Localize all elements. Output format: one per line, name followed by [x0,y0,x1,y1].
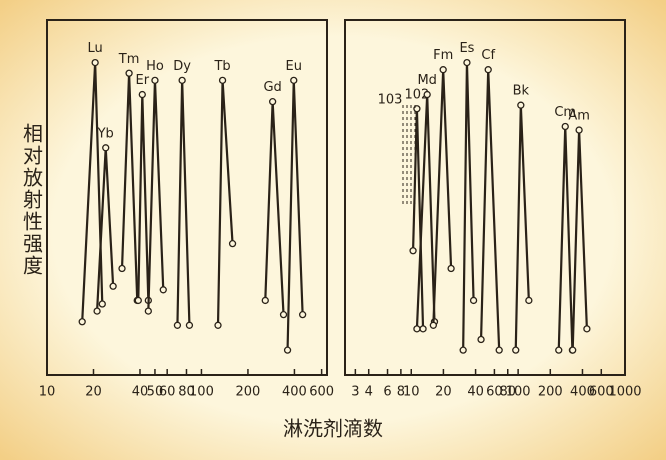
data-point [261,296,269,305]
series-label: Eu [286,59,302,74]
series-label: Ho [146,59,164,74]
data-point [525,296,533,305]
data-point [102,144,110,152]
data-point [134,296,142,305]
data-point [268,98,277,106]
series-label: Yb [97,126,114,141]
data-point [575,126,583,134]
data-point [423,90,431,99]
data-point [91,58,99,67]
series-label: Cm [554,105,576,120]
x-tick-label: 3 [351,385,359,400]
x-tick-label: 60 [159,385,176,400]
annotation: 103 [378,93,403,108]
x-tick-label: 50 [147,385,164,400]
x-tick-label: 1000 [608,385,641,400]
data-point [290,76,298,84]
series-label: Tb [213,59,230,74]
x-tick-label: 20 [85,385,102,400]
data-point [138,90,146,99]
data-point [555,346,563,354]
data-point [178,76,186,84]
data-point [569,346,577,354]
x-tick-label: 200 [538,385,563,400]
data-point [517,101,525,109]
data-point [98,300,106,308]
series-label: Bk [513,84,530,99]
data-point [185,321,194,329]
data-point [93,307,101,315]
x-tick-label: 100 [189,385,214,400]
data-point [228,239,237,248]
y-axis-label: 相对放射性强度 [20,123,44,277]
series-label: Dy [173,59,191,74]
data-point [283,346,292,354]
data-point [561,122,569,131]
data-point [512,346,520,354]
data-point [159,286,167,294]
data-point [583,325,591,333]
series-label: Tm [118,52,140,67]
x-tick-label: 80 [178,385,195,400]
series-label: Md [417,73,436,88]
series-label: Er [136,73,150,88]
series-label: Cf [481,48,495,63]
data-point [214,321,222,329]
data-point [118,264,126,273]
data-point [439,66,447,74]
series-label: Fm [433,48,453,63]
x-tick-label: 8 [397,385,405,400]
x-tick-label: 10 [403,385,420,400]
data-point [125,69,133,77]
data-point [463,58,471,67]
data-point [279,310,288,319]
x-tick-label: 400 [282,385,307,400]
x-tick-label: 6 [383,385,391,400]
plot-frame [344,19,626,376]
data-point [218,76,227,84]
x-tick-label: 200 [236,385,261,400]
data-point [78,318,86,326]
series-label: Es [459,41,474,56]
data-point [469,296,478,305]
data-point [151,76,159,84]
data-point [413,325,421,333]
x-tick-label: 10 [39,385,56,400]
data-point [447,264,455,273]
data-point [298,310,307,319]
series-label: Lu [88,41,103,56]
x-tick-label: 40 [467,385,484,400]
x-tick-label: 80 [499,385,516,400]
x-tick-label: 60 [486,385,503,400]
x-tick-label: 20 [435,385,452,400]
x-axis-label: 淋洗剂滴数 [283,417,383,441]
series-label: Am [568,109,590,124]
data-point [109,282,117,290]
data-point [144,307,152,315]
x-tick-label: 100 [506,385,531,400]
series-label: Gd [263,80,281,95]
x-tick-label: 600 [589,385,614,400]
data-point [495,346,503,354]
data-point [173,321,182,329]
data-point [429,321,437,329]
x-tick-label: 4 [365,385,373,400]
data-point [484,66,492,74]
x-tick-label: 40 [132,385,149,400]
series-label: 102 [405,87,430,102]
data-point [477,335,485,344]
x-tick-label: 600 [309,385,334,400]
data-point [459,346,467,354]
data-point [419,325,427,333]
x-tick-label: 400 [570,385,595,400]
data-point [409,247,417,255]
